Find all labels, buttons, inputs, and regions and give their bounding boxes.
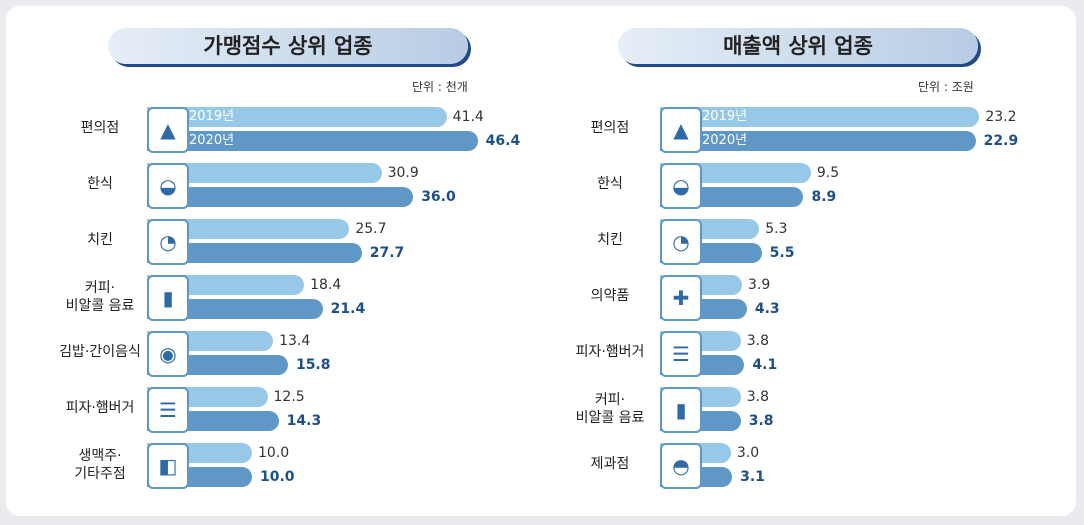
bread-icon: ◓ bbox=[660, 443, 702, 489]
bar-2020 bbox=[147, 187, 414, 207]
convenience-store-icon: ▲ bbox=[660, 107, 702, 153]
chart-title: 가맹점수 상위 업종 bbox=[108, 28, 468, 64]
category-label: 피자·햄버거 bbox=[65, 400, 135, 416]
drink-cup-icon: ▮ bbox=[147, 275, 189, 321]
data-label: 46.4 bbox=[485, 133, 521, 149]
data-label: 27.7 bbox=[369, 245, 405, 261]
first-aid-kit-icon: ✚ bbox=[660, 275, 702, 321]
bar-2020 bbox=[660, 131, 976, 151]
category-label: 커피· 비알콜 음료 bbox=[65, 280, 135, 314]
burger-icon: ☰ bbox=[147, 387, 189, 433]
data-label: 13.4 bbox=[279, 333, 311, 349]
legend-2020: 2020년 bbox=[702, 133, 748, 148]
category-label: 한식 bbox=[597, 176, 623, 192]
data-label: 14.3 bbox=[286, 413, 322, 429]
bar-2020 bbox=[147, 243, 362, 263]
data-label: 15.8 bbox=[295, 357, 331, 373]
beer-mug-icon: ◧ bbox=[147, 443, 189, 489]
data-label: 12.5 bbox=[273, 389, 305, 405]
data-label: 3.9 bbox=[747, 277, 771, 293]
category-label: 편의점 bbox=[80, 120, 120, 136]
data-label: 41.4 bbox=[452, 109, 484, 125]
data-label: 10.0 bbox=[258, 445, 290, 461]
data-label: 10.0 bbox=[260, 469, 295, 485]
legend-2019: 2019년 bbox=[702, 109, 748, 124]
data-label: 22.9 bbox=[983, 133, 1019, 149]
bar-2020 bbox=[147, 299, 323, 319]
data-label: 21.4 bbox=[330, 301, 366, 317]
data-label: 5.3 bbox=[765, 221, 788, 237]
chart-title: 매출액 상위 업종 bbox=[618, 28, 978, 64]
data-label: 23.2 bbox=[985, 109, 1017, 125]
drink-cup-icon: ▮ bbox=[660, 387, 702, 433]
convenience-store-icon: ▲ bbox=[147, 107, 189, 153]
bar-2019 bbox=[147, 219, 350, 239]
data-label: 4.3 bbox=[754, 301, 780, 317]
category-label: 편의점 bbox=[590, 120, 630, 136]
category-label: 의약품 bbox=[590, 288, 630, 304]
data-label: 30.9 bbox=[387, 165, 419, 181]
category-label: 치킨 bbox=[597, 232, 623, 248]
bowl-icon: ◒ bbox=[660, 163, 702, 209]
unit-label: 단위 : 천개 bbox=[412, 80, 468, 94]
chicken-icon: ◔ bbox=[660, 219, 702, 265]
category-label: 치킨 bbox=[87, 232, 113, 248]
gimbap-icon: ◉ bbox=[147, 331, 189, 377]
data-label: 3.0 bbox=[736, 445, 760, 461]
data-label: 3.8 bbox=[748, 413, 774, 429]
category-label: 생맥주· 기타주점 bbox=[74, 448, 126, 482]
data-label: 18.4 bbox=[310, 277, 342, 293]
burger-icon: ☰ bbox=[660, 331, 702, 377]
bar-2020 bbox=[147, 131, 478, 151]
category-label: 김밥·간이음식 bbox=[59, 344, 141, 360]
chicken-icon: ◔ bbox=[147, 219, 189, 265]
category-label: 제과점 bbox=[590, 456, 630, 472]
category-label: 한식 bbox=[87, 176, 113, 192]
data-label: 3.1 bbox=[740, 469, 765, 485]
data-label: 5.5 bbox=[769, 245, 795, 261]
bar-2019 bbox=[147, 163, 382, 183]
data-label: 4.1 bbox=[752, 357, 778, 373]
category-label: 피자·햄버거 bbox=[575, 344, 645, 360]
legend-2020: 2020년 bbox=[189, 133, 235, 148]
data-label: 3.8 bbox=[746, 333, 769, 349]
legend-2019: 2019년 bbox=[189, 109, 235, 124]
bar-2019 bbox=[660, 107, 980, 127]
data-label: 25.7 bbox=[355, 221, 387, 237]
data-label: 3.8 bbox=[746, 389, 769, 405]
category-label: 커피· 비알콜 음료 bbox=[575, 392, 645, 426]
unit-label: 단위 : 조원 bbox=[918, 80, 974, 94]
data-label: 9.5 bbox=[816, 165, 840, 181]
bowl-icon: ◒ bbox=[147, 163, 189, 209]
data-label: 8.9 bbox=[811, 189, 837, 205]
data-label: 36.0 bbox=[421, 189, 456, 205]
bar-2019 bbox=[147, 107, 447, 127]
